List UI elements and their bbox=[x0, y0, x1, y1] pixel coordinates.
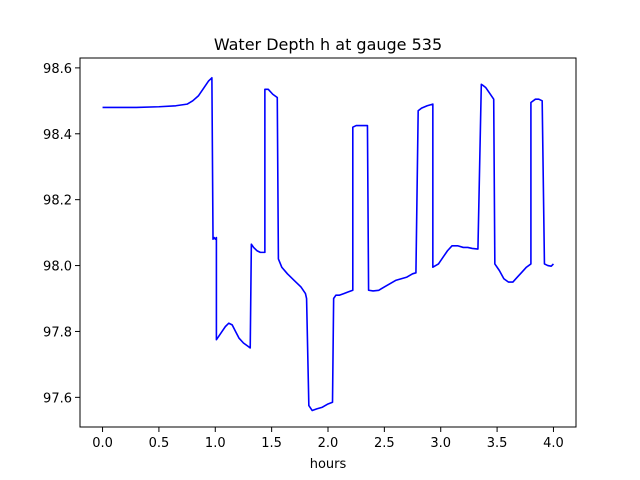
series-line-0 bbox=[102, 76, 555, 412]
plot-frame bbox=[79, 57, 577, 428]
x-tick-label: 4.0 bbox=[543, 436, 564, 451]
x-tick-label: 0.0 bbox=[92, 436, 113, 451]
y-tick-label: 97.6 bbox=[43, 391, 72, 406]
x-tick-label: 2.0 bbox=[318, 436, 339, 451]
y-axis: 97.6 97.8 98.0 98.2 98.4 98.6 bbox=[43, 62, 80, 406]
x-tick-label: 1.0 bbox=[205, 436, 226, 451]
y-tick-label: 98.2 bbox=[43, 194, 72, 209]
x-tick-label: 2.5 bbox=[374, 436, 395, 451]
x-axis: 0.0 0.5 1.0 1.5 2.0 2.5 3.0 3.5 4.0 bbox=[92, 427, 564, 451]
plot-area bbox=[102, 76, 555, 412]
y-tick-label: 97.8 bbox=[43, 325, 72, 340]
y-tick-label: 98.4 bbox=[43, 128, 72, 143]
x-tick-label: 3.0 bbox=[430, 436, 451, 451]
x-tick-label: 0.5 bbox=[149, 436, 170, 451]
x-axis-label: hours bbox=[310, 457, 347, 472]
chart-title: Water Depth h at gauge 535 bbox=[214, 35, 442, 54]
x-tick-label: 3.5 bbox=[487, 436, 508, 451]
y-tick-label: 98.0 bbox=[43, 260, 72, 275]
x-tick-label: 1.5 bbox=[261, 436, 282, 451]
y-tick-label: 98.6 bbox=[43, 62, 72, 77]
